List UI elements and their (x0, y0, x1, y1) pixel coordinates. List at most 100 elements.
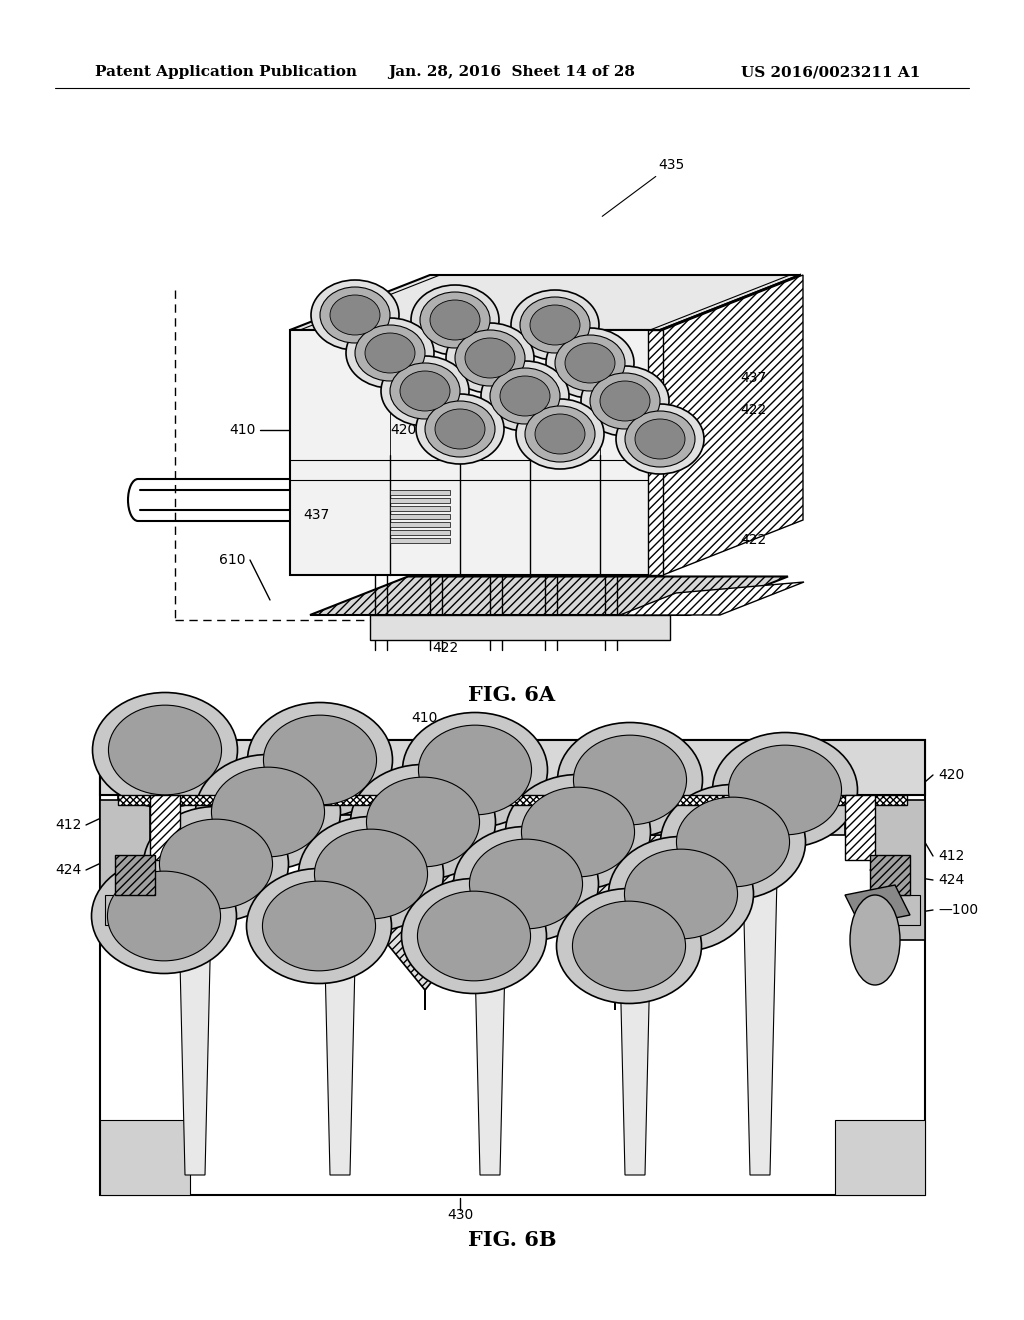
Text: Patent Application Publication: Patent Application Publication (95, 65, 357, 79)
Bar (390, 490, 450, 495)
Ellipse shape (506, 775, 650, 890)
Polygon shape (290, 275, 800, 330)
Ellipse shape (556, 888, 701, 1003)
Polygon shape (177, 836, 213, 1175)
Ellipse shape (160, 820, 272, 909)
Ellipse shape (465, 338, 515, 378)
Ellipse shape (573, 735, 686, 825)
Polygon shape (100, 800, 150, 940)
Polygon shape (870, 855, 910, 895)
Polygon shape (310, 577, 788, 615)
Ellipse shape (367, 777, 479, 867)
Ellipse shape (555, 335, 625, 391)
Polygon shape (115, 855, 155, 895)
Bar (390, 498, 450, 503)
Bar (390, 521, 450, 527)
Text: 422: 422 (740, 403, 766, 417)
Text: —100: —100 (938, 903, 978, 917)
Text: FIG. 6A: FIG. 6A (468, 685, 556, 705)
Polygon shape (835, 1119, 925, 1195)
Bar (100, 741, 925, 1195)
Ellipse shape (435, 409, 485, 449)
Polygon shape (145, 895, 170, 906)
Polygon shape (880, 895, 920, 925)
Ellipse shape (546, 327, 634, 399)
Ellipse shape (402, 713, 548, 828)
Ellipse shape (850, 895, 900, 985)
Ellipse shape (430, 300, 480, 341)
Ellipse shape (365, 333, 415, 374)
Polygon shape (118, 795, 907, 814)
Ellipse shape (400, 371, 450, 411)
Ellipse shape (565, 343, 615, 383)
Text: US 2016/0023211 A1: US 2016/0023211 A1 (740, 65, 920, 79)
Ellipse shape (420, 292, 490, 348)
Ellipse shape (625, 411, 695, 467)
Ellipse shape (211, 767, 325, 857)
Ellipse shape (91, 858, 237, 974)
Ellipse shape (109, 705, 221, 795)
Polygon shape (118, 795, 907, 805)
Ellipse shape (446, 323, 534, 393)
Polygon shape (620, 582, 804, 615)
Ellipse shape (535, 414, 585, 454)
Text: 410: 410 (412, 711, 438, 725)
Text: 410: 410 (229, 422, 256, 437)
Polygon shape (105, 895, 145, 925)
Polygon shape (742, 836, 778, 1175)
Ellipse shape (390, 363, 460, 418)
Polygon shape (617, 836, 653, 1175)
Polygon shape (100, 1119, 190, 1195)
Ellipse shape (418, 891, 530, 981)
Ellipse shape (425, 401, 495, 457)
Text: 422: 422 (432, 642, 459, 655)
Ellipse shape (346, 318, 434, 388)
Polygon shape (150, 795, 180, 861)
Ellipse shape (511, 290, 599, 360)
Text: 430: 430 (446, 1208, 473, 1222)
Text: FIG. 6B: FIG. 6B (468, 1230, 556, 1250)
Ellipse shape (572, 902, 685, 991)
Text: 424: 424 (938, 873, 965, 887)
Text: 437: 437 (740, 371, 766, 385)
Ellipse shape (401, 879, 547, 994)
Ellipse shape (143, 807, 289, 921)
Ellipse shape (314, 829, 428, 919)
Text: 437: 437 (304, 508, 330, 521)
Text: 424: 424 (55, 863, 82, 876)
Text: 435: 435 (602, 158, 684, 216)
Text: 412: 412 (938, 849, 965, 863)
Ellipse shape (520, 297, 590, 352)
Polygon shape (845, 884, 910, 925)
Text: Jan. 28, 2016  Sheet 14 of 28: Jan. 28, 2016 Sheet 14 of 28 (388, 65, 636, 79)
Ellipse shape (500, 376, 550, 416)
Ellipse shape (196, 755, 341, 870)
Polygon shape (874, 800, 925, 940)
Ellipse shape (557, 722, 702, 837)
Ellipse shape (247, 869, 391, 983)
Ellipse shape (625, 849, 737, 939)
Polygon shape (660, 275, 800, 576)
Polygon shape (180, 814, 845, 836)
Ellipse shape (248, 702, 392, 817)
Ellipse shape (516, 399, 604, 469)
Ellipse shape (262, 882, 376, 970)
Ellipse shape (263, 715, 377, 805)
Ellipse shape (469, 840, 583, 929)
Ellipse shape (530, 305, 580, 345)
Ellipse shape (92, 693, 238, 808)
Ellipse shape (411, 285, 499, 355)
Text: 412: 412 (55, 818, 82, 832)
Ellipse shape (581, 366, 669, 436)
Text: 420: 420 (938, 768, 965, 781)
Ellipse shape (299, 817, 443, 932)
Ellipse shape (677, 797, 790, 887)
Ellipse shape (330, 294, 380, 335)
Text: 420: 420 (390, 422, 416, 437)
Ellipse shape (490, 368, 560, 424)
Ellipse shape (635, 418, 685, 459)
Polygon shape (472, 836, 508, 1175)
Ellipse shape (381, 356, 469, 426)
Ellipse shape (713, 733, 857, 847)
Bar (390, 531, 450, 535)
